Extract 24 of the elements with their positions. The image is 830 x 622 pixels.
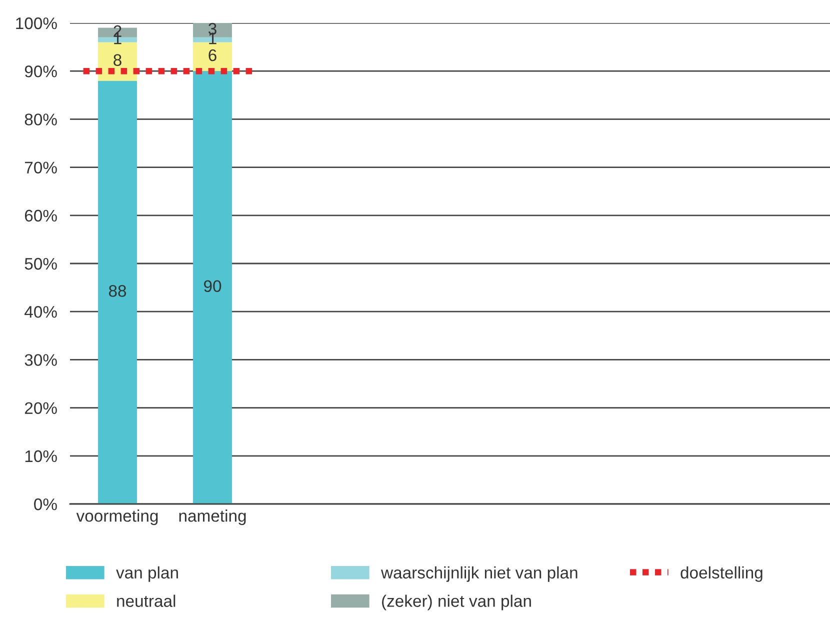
legend-label: doelstelling	[680, 566, 762, 582]
y-tick-label: 60%	[24, 210, 57, 222]
data-label: 6	[208, 49, 216, 62]
legend-label: waarschijnlijk niet van plan	[380, 566, 578, 582]
y-tick-label: 20%	[24, 402, 57, 414]
x-tick-label: nameting	[179, 510, 246, 526]
legend-label: (zeker) niet van plan	[382, 594, 531, 610]
y-tick-label: 40%	[24, 306, 57, 318]
y-tick-label: 0%	[34, 498, 57, 510]
data-label: 8	[114, 54, 122, 66]
legend-label: van plan	[116, 566, 178, 582]
y-tick-label: 10%	[25, 450, 57, 462]
y-tick-label: 90%	[24, 66, 57, 78]
y-tick-label: 80%	[24, 114, 57, 126]
bar	[98, 80, 137, 504]
data-label: 90	[204, 280, 222, 292]
y-tick-label: 70%	[24, 162, 57, 174]
y-tick-label: 30%	[24, 354, 57, 366]
data-label: 88	[108, 285, 126, 297]
x-tick-label: voormeting	[76, 510, 158, 526]
bar	[193, 71, 232, 504]
y-tick-label: 100%	[16, 17, 57, 30]
y-tick-label: 50%	[24, 258, 57, 270]
legend-label: neutraal	[117, 594, 176, 607]
